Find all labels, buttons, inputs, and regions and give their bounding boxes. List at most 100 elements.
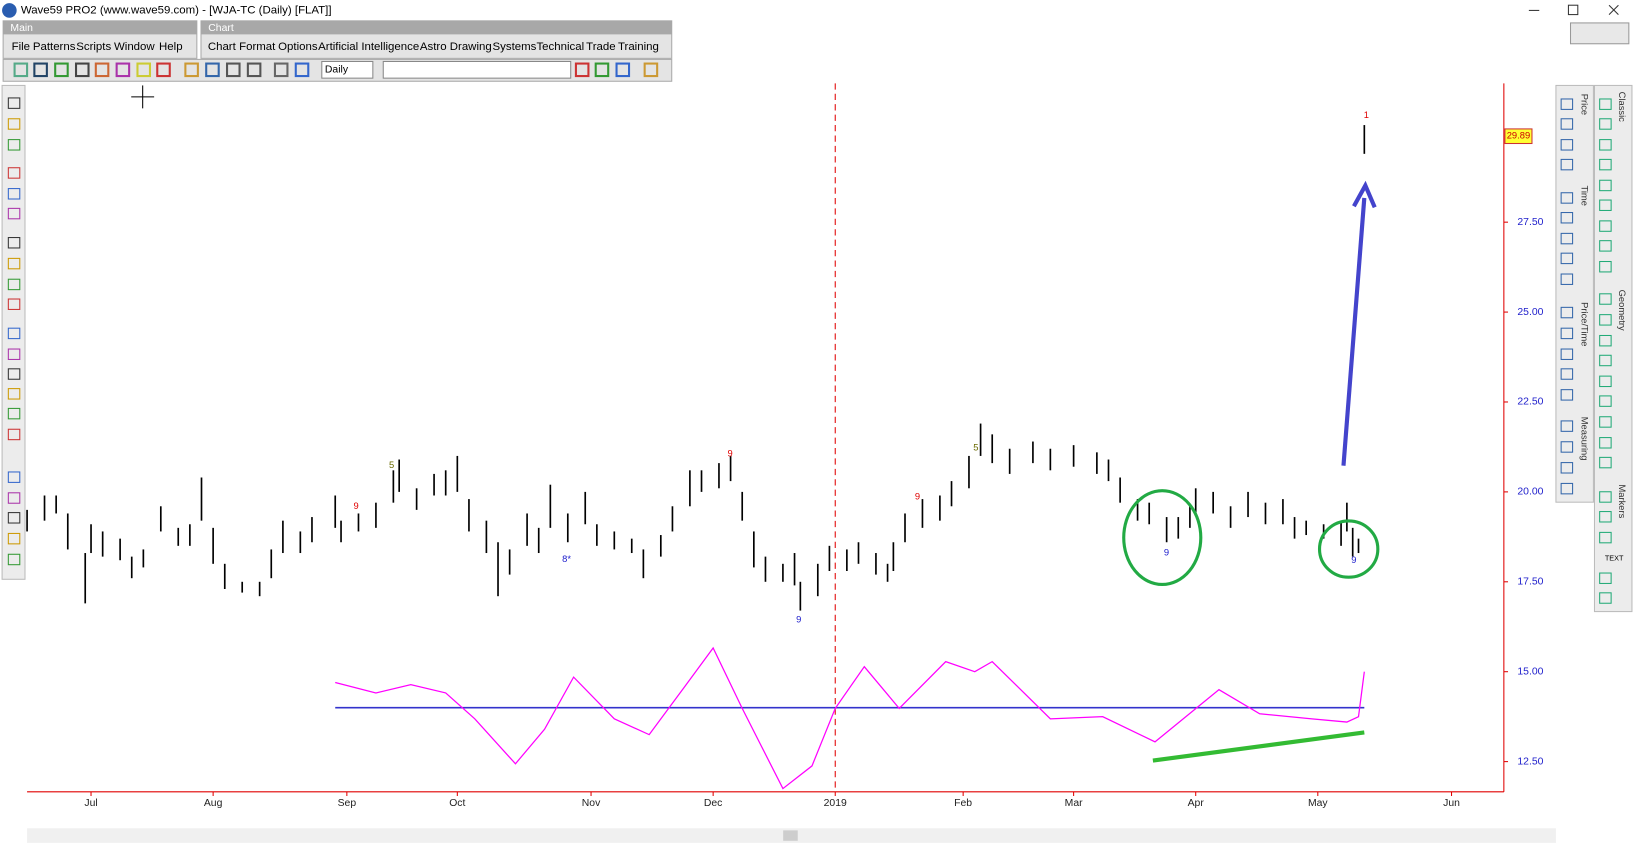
tool-button[interactable] <box>1599 354 1612 367</box>
tool-button[interactable] <box>1599 511 1612 523</box>
side-tab[interactable]: Geometry <box>1617 290 1627 331</box>
tool-button[interactable] <box>1599 334 1612 347</box>
toolbar-button[interactable] <box>136 62 152 78</box>
menu-item[interactable]: Help <box>159 41 183 53</box>
tool-button[interactable] <box>7 298 21 310</box>
tool-button[interactable] <box>1599 416 1612 428</box>
window-controls[interactable] <box>1528 4 1619 16</box>
toolbar-button[interactable] <box>643 62 659 78</box>
toolbar-button[interactable] <box>273 62 289 78</box>
tool-button[interactable] <box>1560 420 1574 432</box>
menu-item[interactable]: Patterns <box>33 41 76 53</box>
tool-button[interactable] <box>1599 98 1612 110</box>
tool-button[interactable] <box>1560 98 1574 110</box>
menu-item[interactable]: Window <box>114 41 155 53</box>
tool-button[interactable] <box>1599 375 1612 388</box>
menu-item[interactable]: File <box>12 41 30 53</box>
tool-button[interactable] <box>1599 572 1612 584</box>
tool-button[interactable] <box>7 553 21 566</box>
tool-button[interactable] <box>1560 118 1574 130</box>
side-tab[interactable]: Price <box>1580 94 1590 115</box>
tool-button[interactable] <box>1560 252 1574 265</box>
tool-button[interactable] <box>7 388 21 400</box>
tool-button[interactable] <box>7 532 21 545</box>
tool-button[interactable] <box>1560 368 1574 380</box>
menu-item[interactable]: Training <box>618 41 659 53</box>
tool-button[interactable] <box>1560 139 1574 151</box>
tool-button[interactable] <box>1599 220 1612 232</box>
tool-button[interactable] <box>7 471 21 483</box>
tool-button[interactable] <box>7 257 21 270</box>
menu-item[interactable]: Format <box>239 41 276 53</box>
tool-button[interactable] <box>1599 179 1612 192</box>
toolbar-button[interactable] <box>94 62 110 78</box>
toolbar-button[interactable] <box>33 62 48 78</box>
tool-button[interactable] <box>7 428 21 441</box>
period-value[interactable]: Daily <box>325 65 349 76</box>
tool-button[interactable] <box>1560 158 1574 171</box>
tool-button[interactable] <box>7 327 21 340</box>
period-select[interactable] <box>321 60 374 79</box>
mdi-controls[interactable] <box>1569 22 1630 45</box>
side-tab[interactable]: Classic <box>1617 92 1627 122</box>
marker-text-tool[interactable]: TEXT <box>1605 553 1624 562</box>
menu-item[interactable]: Trade <box>586 41 615 53</box>
tool-button[interactable] <box>1599 139 1612 151</box>
toolbar-button[interactable] <box>156 62 171 78</box>
toolbar-button[interactable] <box>225 62 241 78</box>
menu-item[interactable]: Systems <box>493 41 537 53</box>
tool-button[interactable] <box>1560 273 1574 285</box>
toolbar-button[interactable] <box>594 62 610 78</box>
tool-button[interactable] <box>1599 437 1612 449</box>
toolbar-button[interactable] <box>13 62 29 78</box>
tool-button[interactable] <box>1599 491 1612 503</box>
tool-button[interactable] <box>7 237 21 249</box>
tool-button[interactable] <box>1560 306 1574 319</box>
tool-button[interactable] <box>7 188 21 200</box>
side-tab[interactable]: Time <box>1580 185 1590 205</box>
toolbar-button[interactable] <box>615 62 631 78</box>
menu-item[interactable]: Artificial Intelligence <box>318 41 419 53</box>
tool-button[interactable] <box>1599 314 1612 326</box>
tool-button[interactable] <box>7 118 21 130</box>
tool-button[interactable] <box>1560 389 1574 401</box>
tool-button[interactable] <box>1599 240 1612 252</box>
tool-button[interactable] <box>1599 118 1612 130</box>
tool-button[interactable] <box>1560 482 1574 495</box>
toolbar-button[interactable] <box>184 62 199 78</box>
toolbar-button[interactable] <box>294 62 310 78</box>
toolbar-button[interactable] <box>74 62 90 78</box>
tool-button[interactable] <box>1560 232 1574 245</box>
close[interactable] <box>1608 4 1619 15</box>
tool-button[interactable] <box>7 407 21 420</box>
menu-item[interactable]: Drawing <box>450 41 492 53</box>
toolbar-button[interactable] <box>115 62 131 78</box>
tool-button[interactable] <box>1599 456 1612 469</box>
menu-item[interactable]: Technical <box>536 41 584 53</box>
tool-button[interactable] <box>7 278 21 291</box>
restore[interactable] <box>1567 4 1579 16</box>
tool-button[interactable] <box>7 348 21 360</box>
menu-item[interactable]: Scripts <box>76 41 111 53</box>
tool-button[interactable] <box>1599 260 1612 273</box>
tool-button[interactable] <box>7 139 21 151</box>
toolbar-button[interactable] <box>246 62 262 78</box>
side-tab[interactable]: Price/Time <box>1580 302 1590 346</box>
tool-button[interactable] <box>1560 192 1574 204</box>
tool-button[interactable] <box>1599 592 1612 604</box>
tool-button[interactable] <box>1560 441 1574 453</box>
side-tab[interactable]: Measuring <box>1580 417 1590 461</box>
tool-button[interactable] <box>7 512 21 524</box>
tool-button[interactable] <box>7 492 21 504</box>
toolbar-button[interactable] <box>574 62 590 78</box>
tool-button[interactable] <box>7 368 21 380</box>
tool-button[interactable] <box>1599 293 1612 305</box>
tool-button[interactable] <box>7 167 21 179</box>
side-tab[interactable]: Markers <box>1617 484 1627 518</box>
tool-button[interactable] <box>1599 395 1612 407</box>
menu-item[interactable]: Options <box>278 41 318 53</box>
tool-button[interactable] <box>7 97 21 109</box>
symbol-select[interactable] <box>382 60 572 79</box>
tool-button[interactable] <box>1599 531 1612 544</box>
menu-item[interactable]: Astro <box>420 41 447 53</box>
